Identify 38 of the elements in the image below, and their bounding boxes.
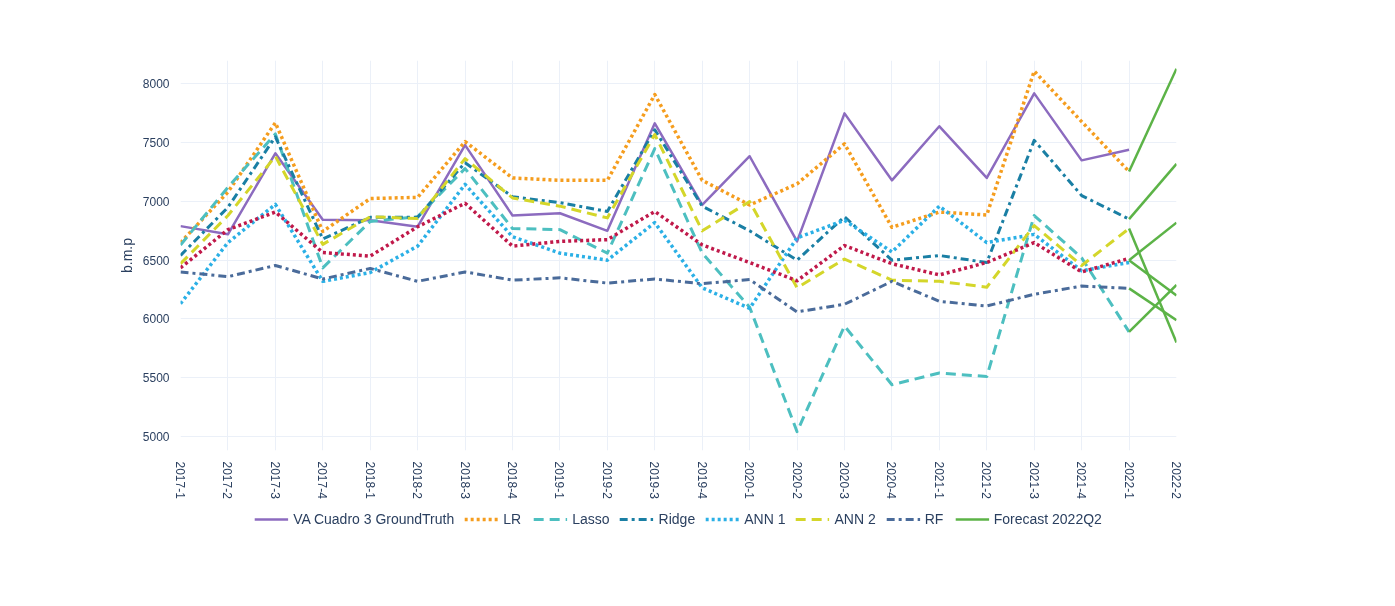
y-tick-label: 5500 [142,371,170,386]
x-tick-label: 2021-1 [931,461,946,500]
x-tick-label: 2020-2 [789,461,804,500]
x-tick-label: 2018-4 [505,461,519,500]
x-tick-label: 2018-1 [362,461,377,500]
legend-label: RF [924,511,945,527]
x-tick-label: 2017-2 [220,461,235,500]
x-tick-label: 2019-4 [694,461,709,500]
y-axis-title: b.m.p [118,237,135,274]
x-tick-label: 2021-2 [979,461,994,500]
x-tick-label: 2020-1 [742,461,757,500]
legend-label: ANN 1 [744,511,786,527]
x-tick-label: 2017-3 [267,461,282,500]
y-tick-label: 6000 [142,312,170,327]
legend-label: Ridge [658,511,696,527]
legend-label: LR [503,511,523,527]
legend-label: Forecast 2022Q2 [993,511,1102,527]
x-tick-label: 2021-3 [1026,461,1041,500]
x-tick-label: 2022-2 [1169,461,1183,500]
y-tick-label: 8000 [142,77,170,92]
legend-label: VA Cuadro 3 GroundTruth [293,511,455,527]
x-tick-label: 2017-1 [173,461,187,500]
y-tick-label: 6500 [142,253,170,268]
x-tick-label: 2018-3 [457,461,472,500]
x-tick-label: 2019-3 [647,461,662,500]
y-tick-label: 7500 [142,136,170,151]
x-tick-label: 2020-4 [884,461,899,500]
x-tick-label: 2017-4 [315,461,330,500]
x-tick-label: 2022-1 [1121,461,1136,500]
legend-label: Lasso [572,511,610,527]
legend-label: ANN 2 [834,511,876,527]
y-tick-label: 7000 [142,194,170,209]
x-tick-label: 2019-2 [599,461,614,500]
x-tick-label: 2019-1 [552,461,567,500]
y-tick-label: 5000 [142,429,170,444]
x-tick-label: 2018-2 [410,461,425,500]
x-tick-label: 2021-4 [1074,461,1089,500]
x-tick-label: 2020-3 [837,461,851,500]
